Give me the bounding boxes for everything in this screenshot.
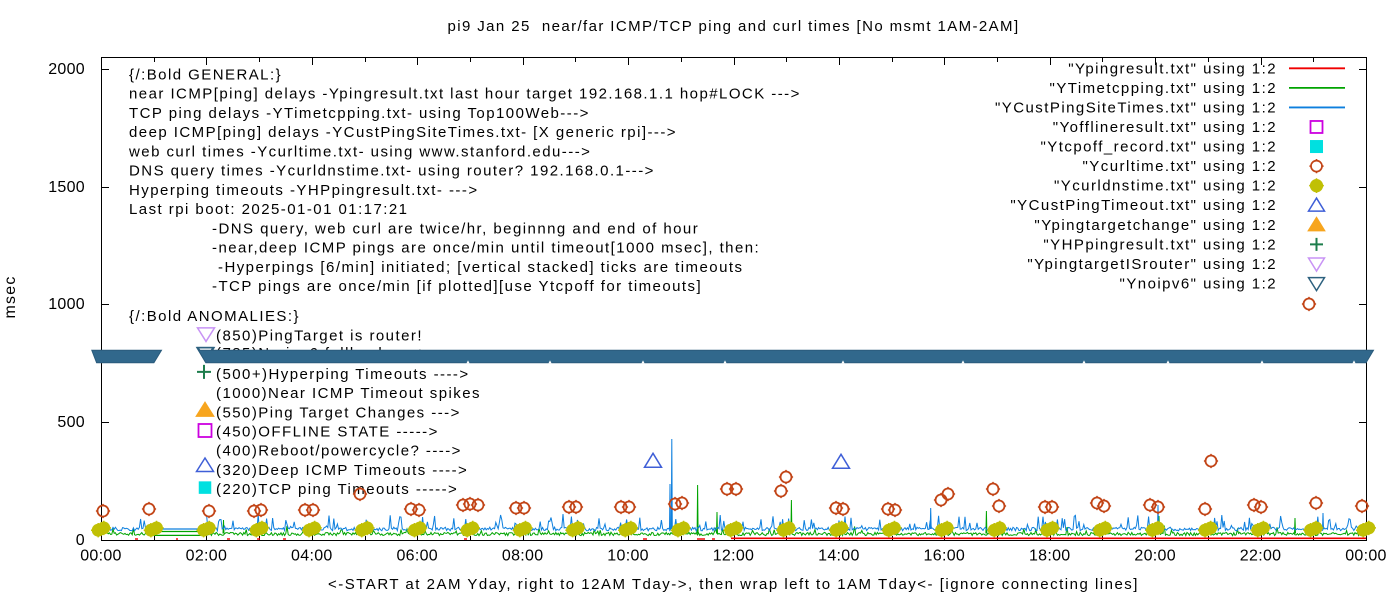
svg-text:04:00: 04:00 (291, 548, 333, 565)
svg-text:-Hyperpings [6/min] initiated;: -Hyperpings [6/min] initiated; [vertical… (218, 259, 743, 276)
svg-text:"YCustPingSiteTimes.txt" using: "YCustPingSiteTimes.txt" using 1:2 (995, 99, 1277, 116)
svg-text:Last rpi boot: 2025-01-01 01:1: Last rpi boot: 2025-01-01 01:17:21 (129, 201, 408, 218)
svg-text:500: 500 (57, 414, 85, 431)
svg-text:14:00: 14:00 (818, 548, 860, 565)
svg-text:near ICMP[ping] delays -Ypingr: near ICMP[ping] delays -Ypingresult.txt … (129, 86, 801, 103)
svg-text:deep ICMP[ping] delays -YCustP: deep ICMP[ping] delays -YCustPingSiteTim… (129, 124, 677, 141)
svg-text:"Ycurldnstime.txt" using 1:2: "Ycurldnstime.txt" using 1:2 (1054, 178, 1277, 195)
svg-text:"YHPpingresult.txt" using 1:2: "YHPpingresult.txt" using 1:2 (1043, 236, 1277, 253)
svg-text:web curl times -Ycurltime.txt-: web curl times -Ycurltime.txt- using www… (128, 143, 591, 160)
svg-text:<-START at 2AM Yday, right to: <-START at 2AM Yday, right to 12AM Tday-… (328, 576, 1139, 593)
svg-text:(320)Deep ICMP Timeouts ---->: (320)Deep ICMP Timeouts ----> (216, 462, 468, 479)
svg-text:10:00: 10:00 (607, 548, 649, 565)
svg-text:"YpingtargetISrouter" using 1:: "YpingtargetISrouter" using 1:2 (1027, 256, 1277, 273)
svg-text:"Ycurltime.txt" using 1:2: "Ycurltime.txt" using 1:2 (1083, 158, 1277, 175)
svg-text:2000: 2000 (48, 61, 85, 78)
svg-text:16:00: 16:00 (924, 548, 966, 565)
svg-text:1000: 1000 (48, 296, 85, 313)
svg-text:(1000)Near ICMP Timeout spikes: (1000)Near ICMP Timeout spikes (216, 385, 481, 402)
svg-text:20:00: 20:00 (1134, 548, 1176, 565)
svg-text:1500: 1500 (48, 179, 85, 196)
svg-text:(550)Ping Target Changes --->: (550)Ping Target Changes ---> (216, 404, 461, 421)
svg-text:Hyperping timeouts -YHPpingres: Hyperping timeouts -YHPpingresult.txt- -… (129, 182, 479, 199)
svg-text:-TCP pings are once/min [if pl: -TCP pings are once/min [if plotted][use… (212, 278, 702, 295)
svg-text:02:00: 02:00 (186, 548, 228, 565)
svg-text:(850)PingTarget is router!: (850)PingTarget is router! (216, 328, 423, 345)
svg-text:00:00: 00:00 (80, 548, 122, 565)
svg-text:DNS query times -Ycurldnstime.: DNS query times -Ycurldnstime.txt- using… (129, 163, 655, 180)
svg-text:TCP ping delays -YTimetcpping.: TCP ping delays -YTimetcpping.txt- using… (129, 105, 590, 122)
svg-text:0: 0 (76, 532, 85, 549)
svg-text:pi9 Jan 25 near/far ICMP/TCP: pi9 Jan 25 near/far ICMP/TCP ping and cu… (447, 18, 1019, 35)
svg-text:(450)OFFLINE STATE ----->: (450)OFFLINE STATE -----> (216, 424, 439, 441)
svg-text:-near,deep ICMP pings are once: -near,deep ICMP pings are once/min until… (212, 240, 760, 257)
svg-text:"YCustPingTimeout.txt" using 1: "YCustPingTimeout.txt" using 1:2 (1010, 197, 1277, 214)
svg-text:"Yofflineresult.txt" using 1:2: "Yofflineresult.txt" using 1:2 (1053, 119, 1277, 136)
svg-text:{/:Bold ANOMALIES:}: {/:Bold ANOMALIES:} (129, 308, 300, 325)
svg-text:22:00: 22:00 (1240, 548, 1282, 565)
svg-text:-DNS query, web curl are twice: -DNS query, web curl are twice/hr, begin… (212, 220, 699, 237)
svg-text:(500+)Hyperping Timeouts ---->: (500+)Hyperping Timeouts ----> (216, 366, 470, 383)
svg-text:06:00: 06:00 (396, 548, 438, 565)
svg-text:12:00: 12:00 (713, 548, 755, 565)
svg-text:"Ypingresult.txt" using 1:2: "Ypingresult.txt" using 1:2 (1068, 60, 1277, 77)
svg-text:18:00: 18:00 (1029, 548, 1071, 565)
svg-text:(400)Reboot/powercycle? ---->: (400)Reboot/powercycle? ----> (216, 443, 462, 460)
svg-text:(220)TCP ping Timeouts ----->: (220)TCP ping Timeouts -----> (216, 481, 458, 498)
svg-text:msec: msec (2, 275, 19, 318)
svg-text:00:00: 00:00 (1345, 548, 1387, 565)
svg-text:"Ytcpoff_record.txt" using 1:2: "Ytcpoff_record.txt" using 1:2 (1041, 139, 1277, 156)
svg-text:"Ynoipv6" using 1:2: "Ynoipv6" using 1:2 (1120, 275, 1277, 292)
svg-text:08:00: 08:00 (502, 548, 544, 565)
svg-text:"YTimetcpping.txt" using 1:2: "YTimetcpping.txt" using 1:2 (1050, 80, 1277, 97)
svg-text:"Ypingtargetchange" using 1:2: "Ypingtargetchange" using 1:2 (1034, 217, 1277, 234)
svg-text:{/:Bold GENERAL:}: {/:Bold GENERAL:} (129, 67, 282, 84)
